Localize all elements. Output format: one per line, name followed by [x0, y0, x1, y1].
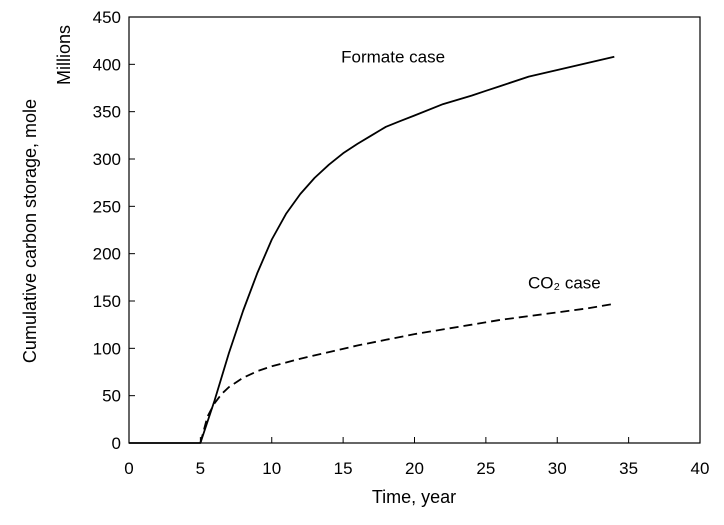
y-tick-label: 100	[93, 339, 121, 358]
series-annotation: CO₂ case	[528, 274, 601, 293]
y-tick-label: 200	[93, 245, 121, 264]
y-tick-label: 350	[93, 103, 121, 122]
x-axis-title: Time, year	[372, 487, 456, 507]
x-tick-label: 10	[262, 459, 281, 478]
x-tick-label: 15	[334, 459, 353, 478]
y-tick-label: 150	[93, 292, 121, 311]
x-axis-ticks: 0 5 10 15 20 25 30 35 40	[124, 437, 709, 478]
series-line-formate-case	[129, 55, 615, 444]
plot-border	[128, 16, 701, 444]
x-tick-label: 35	[619, 459, 638, 478]
y-axis-unit-label: Millions	[54, 25, 74, 85]
y-tick-label: 300	[93, 150, 121, 169]
series-line-co2-case	[199, 302, 615, 444]
x-tick-label: 40	[691, 459, 710, 478]
y-tick-label: 50	[102, 387, 121, 406]
annotation-layer: Formate case CO₂ case	[341, 47, 601, 292]
x-tick-label: 20	[405, 459, 424, 478]
series-annotation: Formate case	[341, 47, 445, 66]
x-tick-label: 5	[196, 459, 205, 478]
series-layer	[129, 55, 615, 444]
y-tick-label: 250	[93, 197, 121, 216]
x-tick-label: 30	[548, 459, 567, 478]
y-tick-label: 0	[112, 434, 121, 453]
y-axis-title: Cumulative carbon storage, mole	[20, 99, 40, 363]
x-tick-label: 0	[124, 459, 133, 478]
y-tick-label: 450	[93, 8, 121, 27]
y-tick-label: 400	[93, 55, 121, 74]
x-tick-label: 25	[476, 459, 495, 478]
y-axis-ticks: 0 50 100 150 200 250 300 350 400 450	[93, 8, 135, 453]
plot-frame	[128, 16, 701, 444]
